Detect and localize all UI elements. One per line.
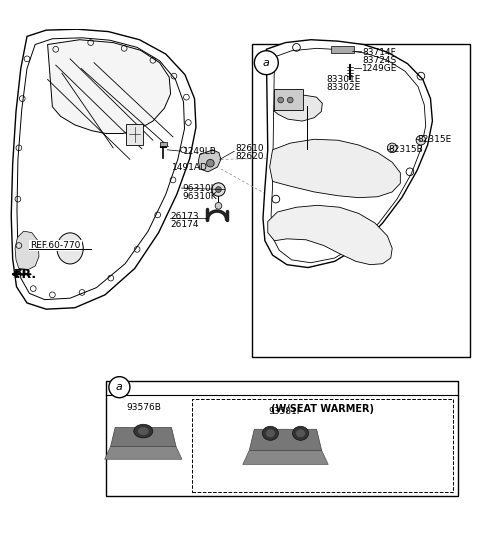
Polygon shape (105, 447, 182, 459)
Text: 1491AD: 1491AD (172, 163, 208, 172)
Ellipse shape (134, 424, 153, 438)
Ellipse shape (266, 429, 275, 437)
Polygon shape (110, 427, 176, 447)
Text: 83714F: 83714F (362, 48, 396, 57)
Polygon shape (249, 429, 322, 451)
Text: FR.: FR. (14, 268, 37, 281)
FancyBboxPatch shape (252, 43, 470, 357)
Circle shape (387, 143, 397, 153)
Text: 82610: 82610 (235, 144, 264, 154)
Ellipse shape (292, 426, 309, 440)
Circle shape (288, 97, 293, 103)
Text: REF.60-770: REF.60-770 (30, 241, 81, 250)
Circle shape (254, 50, 278, 75)
Text: 82315E: 82315E (417, 135, 451, 144)
FancyBboxPatch shape (274, 89, 303, 110)
Polygon shape (270, 139, 400, 198)
Text: 1249LB: 1249LB (182, 147, 216, 156)
FancyBboxPatch shape (106, 381, 458, 496)
Circle shape (278, 97, 284, 103)
Text: 96310J: 96310J (182, 184, 214, 193)
Text: 83301E: 83301E (326, 75, 360, 84)
FancyBboxPatch shape (159, 142, 167, 147)
Circle shape (215, 202, 222, 209)
Polygon shape (198, 150, 221, 172)
Circle shape (216, 187, 221, 192)
Polygon shape (263, 40, 432, 267)
Ellipse shape (57, 233, 83, 264)
Polygon shape (48, 40, 170, 134)
Circle shape (206, 159, 214, 167)
Polygon shape (268, 205, 392, 265)
Text: 93576B: 93576B (126, 403, 161, 412)
Text: 26173: 26173 (170, 212, 199, 221)
Polygon shape (11, 29, 196, 309)
Circle shape (416, 135, 426, 145)
Text: 96310K: 96310K (182, 192, 217, 201)
FancyBboxPatch shape (331, 46, 354, 53)
Text: 26174: 26174 (170, 221, 199, 229)
Ellipse shape (263, 426, 278, 440)
Text: 83724S: 83724S (362, 56, 396, 65)
Text: 1249GE: 1249GE (362, 64, 397, 73)
Text: 82315B: 82315B (388, 146, 423, 154)
FancyBboxPatch shape (126, 124, 144, 145)
Text: 82620: 82620 (235, 153, 264, 162)
Text: (W/SEAT WARMER): (W/SEAT WARMER) (271, 404, 374, 414)
Circle shape (109, 376, 130, 398)
Text: a: a (263, 57, 270, 68)
Text: 93581F: 93581F (268, 407, 302, 416)
Circle shape (212, 183, 225, 196)
Text: a: a (116, 382, 123, 392)
Polygon shape (274, 95, 323, 121)
Ellipse shape (138, 427, 149, 435)
Text: 83302E: 83302E (326, 83, 360, 92)
Polygon shape (15, 231, 39, 270)
Ellipse shape (296, 429, 305, 437)
Polygon shape (243, 451, 328, 465)
